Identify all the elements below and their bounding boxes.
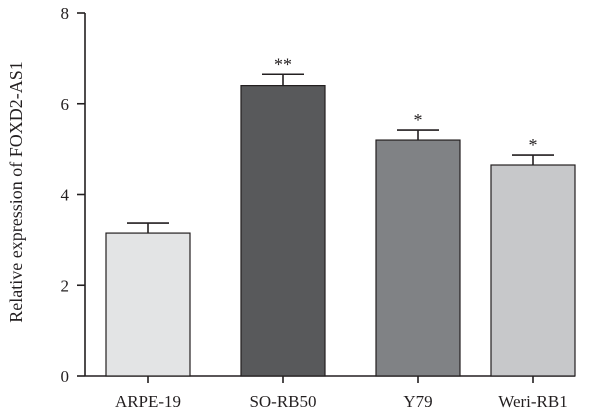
x-tick-label: ARPE-19 xyxy=(115,392,181,411)
bar xyxy=(375,139,461,377)
y-axis-label: Relative expression of FOXD2-AS1 xyxy=(6,61,26,322)
y-tick-label: 0 xyxy=(61,367,70,386)
y-tick-label: 4 xyxy=(61,186,70,205)
x-tick-label: SO-RB50 xyxy=(249,392,316,411)
x-tick-label: Weri-RB1 xyxy=(498,392,567,411)
y-tick-label: 8 xyxy=(61,4,70,23)
y-tick-label: 2 xyxy=(61,276,70,295)
bar xyxy=(240,84,326,377)
significance-label: ** xyxy=(274,54,292,74)
y-tick-label: 6 xyxy=(61,95,70,114)
significance-label: * xyxy=(529,135,538,155)
bar xyxy=(490,164,576,377)
significance-label: * xyxy=(414,110,423,130)
bar xyxy=(105,232,191,377)
x-tick-label: Y79 xyxy=(403,392,432,411)
bars xyxy=(105,73,576,377)
labels: ARPE-19 ** SO-RB50 * Y79 * Weri-RB1 xyxy=(115,54,568,411)
